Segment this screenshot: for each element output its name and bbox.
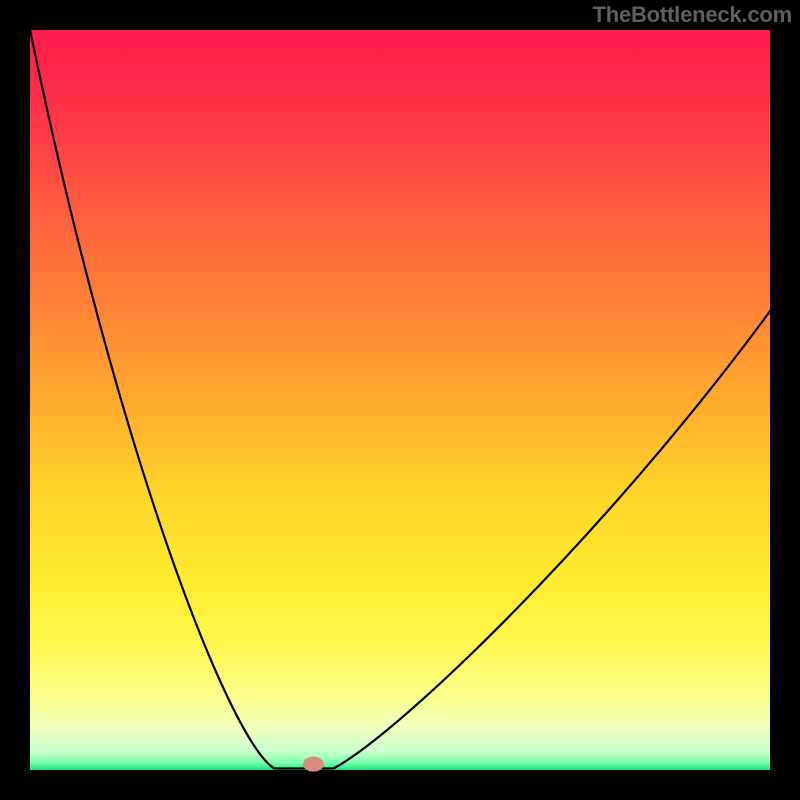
optimal-point-marker	[303, 757, 323, 771]
bottleneck-chart	[0, 0, 800, 800]
plot-background	[30, 30, 770, 770]
watermark-text: TheBottleneck.com	[592, 2, 792, 28]
chart-container: TheBottleneck.com	[0, 0, 800, 800]
